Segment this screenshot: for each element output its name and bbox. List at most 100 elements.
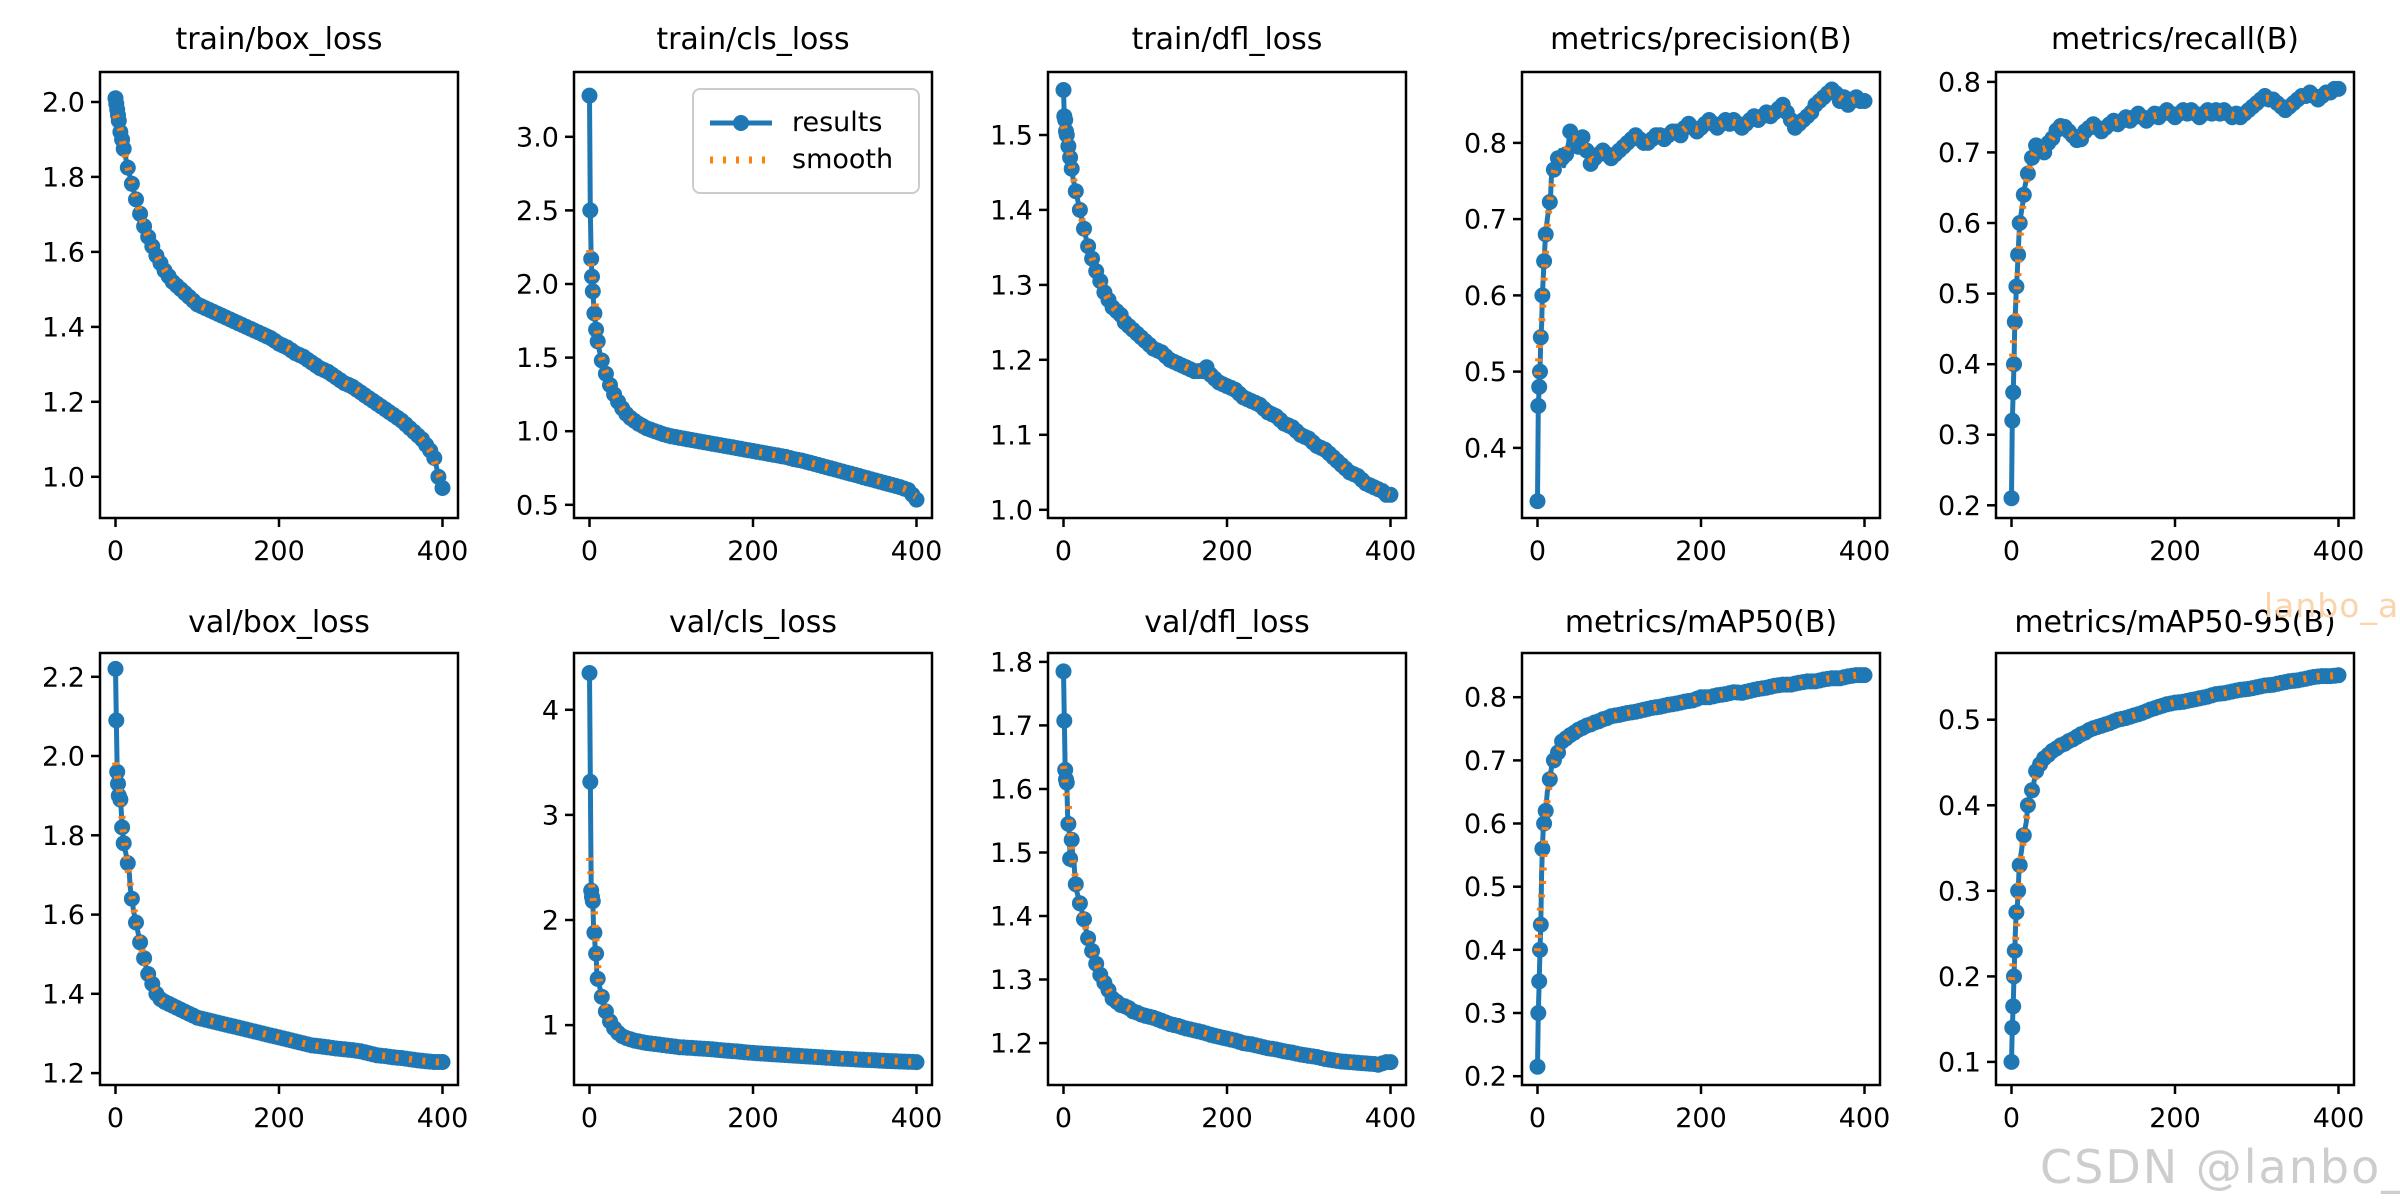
legend-item-results: results xyxy=(694,107,918,138)
x-tick-label: 200 xyxy=(1201,536,1253,567)
x-tick-label: 0 xyxy=(2003,536,2020,567)
y-tick-label: 0.6 xyxy=(1938,208,1981,239)
y-tick-label: 1.7 xyxy=(990,711,1033,742)
x-tick-label: 0 xyxy=(1055,1103,1072,1134)
y-tick-label: 1.2 xyxy=(990,345,1033,376)
y-tick-label: 1.2 xyxy=(42,387,85,418)
y-tick-label: 2.0 xyxy=(42,741,85,772)
y-tick-label: 2.2 xyxy=(42,662,85,693)
x-tick-label: 400 xyxy=(1839,1103,1891,1134)
y-tick-label: 1.6 xyxy=(990,774,1033,805)
chart-val-cls-loss: val/cls_loss 1 2 3 4 0 200 400 xyxy=(474,581,948,1200)
y-tick-label: 0.5 xyxy=(1938,279,1981,310)
x-tick-label: 0 xyxy=(581,1103,598,1134)
y-tick-label: 1.8 xyxy=(42,821,85,852)
chart-title: metrics/mAP50(B) xyxy=(1564,605,1838,640)
y-tick-label: 1.4 xyxy=(990,901,1033,932)
val-dfl-loss-plot: 1.2 1.3 1.4 1.5 1.6 1.7 1.8 0 200 400 xyxy=(990,647,1416,1134)
x-tick-label: 400 xyxy=(417,536,469,567)
x-tick-label: 400 xyxy=(1839,536,1891,567)
chart-title: metrics/precision(B) xyxy=(1550,22,1852,57)
x-tick-label: 400 xyxy=(1365,536,1417,567)
x-tick-label: 400 xyxy=(2313,536,2365,567)
legend-label-results: results xyxy=(792,107,883,138)
chart-metrics-recall: metrics/recall(B) 0.2 0.3 0.4 0.5 0.6 0.7 0.8 0… xyxy=(1896,0,2370,581)
chart-val-box-loss: val/box_loss 1.2 1.4 1.6 1.8 2.0 2.2 0 200 400 xyxy=(0,581,474,1200)
y-tick-label: 1.2 xyxy=(990,1029,1033,1060)
x-tick-label: 0 xyxy=(107,536,124,567)
y-tick-label: 1.4 xyxy=(990,195,1033,226)
y-tick-label: 0.1 xyxy=(1938,1047,1981,1078)
x-tick-label: 0 xyxy=(1055,536,1072,567)
y-tick-label: 1.2 xyxy=(42,1059,85,1090)
y-tick-label: 1.6 xyxy=(42,237,85,268)
y-tick-label: 0.4 xyxy=(1938,350,1981,381)
y-tick-label: 0.7 xyxy=(1938,138,1981,169)
x-tick-label: 200 xyxy=(1675,536,1727,567)
y-tick-label: 1.8 xyxy=(990,647,1033,678)
x-tick-label: 200 xyxy=(1201,1103,1253,1134)
legend-item-smooth: smooth xyxy=(694,144,918,175)
y-tick-label: 1.6 xyxy=(42,900,85,931)
y-tick-label: 0.8 xyxy=(1938,67,1981,98)
x-tick-label: 400 xyxy=(2313,1103,2365,1134)
y-tick-label: 0.5 xyxy=(516,490,559,521)
train-cls-loss-plot: 0.5 1.0 1.5 2.0 2.5 3.0 0 200 400 xyxy=(516,70,943,567)
y-tick-label: 2.0 xyxy=(42,87,85,118)
x-tick-label: 0 xyxy=(1529,536,1546,567)
y-tick-label: 0.4 xyxy=(1464,935,1507,966)
y-tick-label: 1.5 xyxy=(516,343,559,374)
y-tick-label: 1.0 xyxy=(990,495,1033,526)
y-tick-label: 1.5 xyxy=(990,838,1033,869)
legend-label-smooth: smooth xyxy=(792,144,894,175)
metrics-map50-plot: 0.2 0.3 0.4 0.5 0.6 0.7 0.8 0 200 400 xyxy=(1464,651,1891,1134)
chart-metrics-map50: metrics/mAP50(B) 0.2 0.3 0.4 0.5 0.6 0.7 0.8 0 2… xyxy=(1422,581,1896,1200)
y-tick-label: 0.4 xyxy=(1464,433,1507,464)
y-tick-label: 1.0 xyxy=(516,417,559,448)
y-tick-label: 0.2 xyxy=(1464,1062,1507,1093)
y-tick-label: 1.4 xyxy=(42,979,85,1010)
chart-title: train/dfl_loss xyxy=(1131,22,1323,57)
chart-title: train/cls_loss xyxy=(656,22,850,57)
x-tick-label: 200 xyxy=(1675,1103,1727,1134)
y-tick-label: 0.5 xyxy=(1938,705,1981,736)
chart-metrics-precision: metrics/precision(B) 0.4 0.5 0.6 0.7 0.8 0 200… xyxy=(1422,0,1896,581)
y-tick-label: 0.5 xyxy=(1464,872,1507,903)
chart-title: metrics/mAP50-95(B) xyxy=(2014,605,2336,640)
y-tick-label: 1.5 xyxy=(990,120,1033,151)
chart-title: val/cls_loss xyxy=(669,605,837,640)
x-tick-label: 200 xyxy=(727,536,779,567)
x-tick-label: 0 xyxy=(107,1103,124,1134)
y-tick-label: 2.5 xyxy=(516,196,559,227)
y-tick-label: 0.6 xyxy=(1464,281,1507,312)
chart-train-box-loss: train/box_loss 1.0 1.2 1.4 1.6 1.8 2.0 0 200 400 xyxy=(0,0,474,581)
chart-train-dfl-loss: train/dfl_loss 1.0 1.1 1.2 1.3 1.4 1.5 0 200 400 xyxy=(948,0,1422,581)
y-tick-label: 1.3 xyxy=(990,270,1033,301)
y-tick-label: 2 xyxy=(542,905,559,936)
y-tick-label: 1.8 xyxy=(42,162,85,193)
x-tick-label: 0 xyxy=(2003,1103,2020,1134)
chart-title: metrics/recall(B) xyxy=(2050,22,2299,57)
y-tick-label: 1 xyxy=(542,1011,559,1042)
x-tick-label: 400 xyxy=(891,1103,943,1134)
y-tick-label: 3.0 xyxy=(516,122,559,153)
smooth-line-sample-icon xyxy=(710,156,772,163)
y-tick-label: 1.0 xyxy=(42,462,85,493)
y-tick-label: 0.2 xyxy=(1938,962,1981,993)
y-tick-label: 0.8 xyxy=(1464,683,1507,714)
y-tick-label: 4 xyxy=(542,695,559,726)
metrics-map50-95-plot: 0.1 0.2 0.3 0.4 0.5 0 200 400 xyxy=(1938,651,2365,1134)
x-tick-label: 400 xyxy=(891,536,943,567)
x-tick-label: 200 xyxy=(2149,1103,2201,1134)
y-tick-label: 0.3 xyxy=(1938,420,1981,451)
metrics-recall-plot: 0.2 0.3 0.4 0.5 0.6 0.7 0.8 0 200 400 xyxy=(1938,67,2365,567)
chart-metrics-map50-95: metrics/mAP50-95(B) 0.1 0.2 0.3 0.4 0.5 0 200 4… xyxy=(1896,581,2370,1200)
chart-val-dfl-loss: val/dfl_loss 1.2 1.3 1.4 1.5 1.6 1.7 1.8 0 200 40… xyxy=(948,581,1422,1200)
y-tick-label: 0.3 xyxy=(1938,876,1981,907)
x-tick-label: 200 xyxy=(253,1103,305,1134)
chart-title: train/box_loss xyxy=(175,22,383,57)
y-tick-label: 3 xyxy=(542,800,559,831)
y-tick-label: 0.8 xyxy=(1464,128,1507,159)
y-tick-label: 0.4 xyxy=(1938,791,1981,822)
y-tick-label: 1.4 xyxy=(42,312,85,343)
